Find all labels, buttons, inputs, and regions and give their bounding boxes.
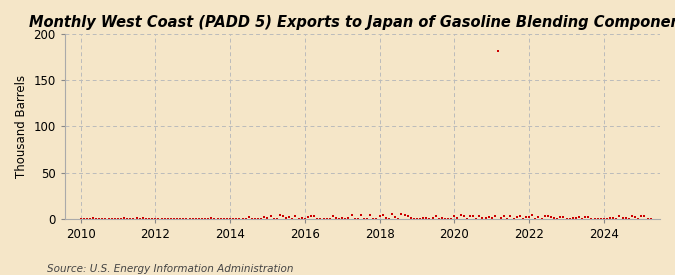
Y-axis label: Thousand Barrels: Thousand Barrels bbox=[15, 75, 28, 178]
Title: Monthly West Coast (PADD 5) Exports to Japan of Gasoline Blending Components: Monthly West Coast (PADD 5) Exports to J… bbox=[28, 15, 675, 30]
Text: Source: U.S. Energy Information Administration: Source: U.S. Energy Information Administ… bbox=[47, 264, 294, 274]
